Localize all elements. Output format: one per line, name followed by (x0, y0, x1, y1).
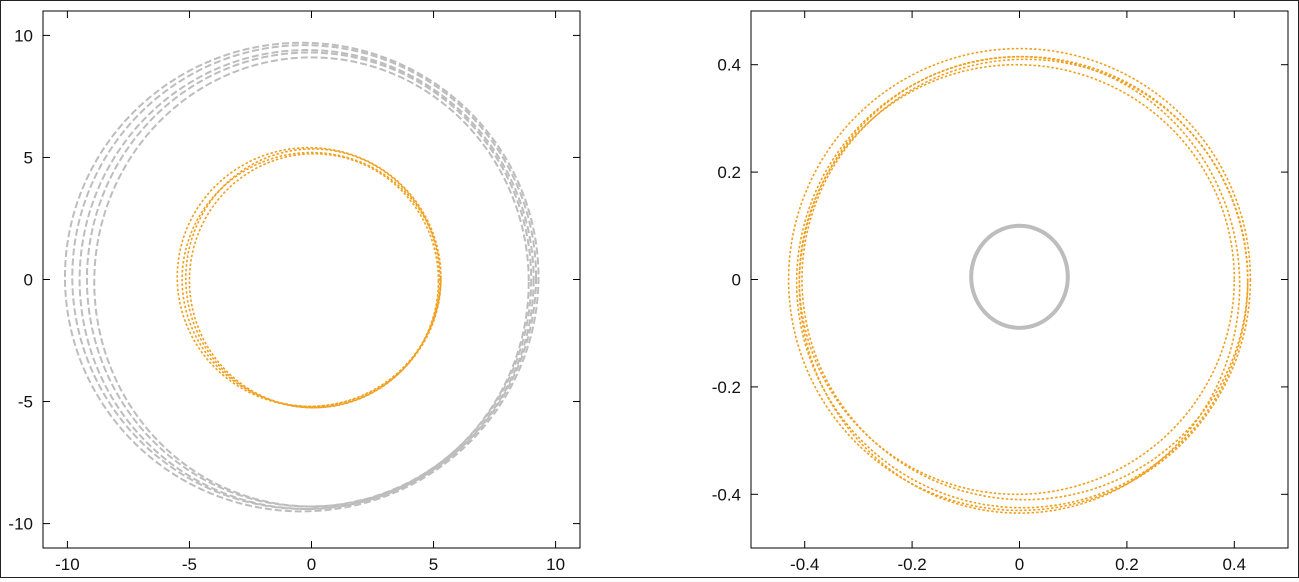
y-tick-label: 5 (24, 148, 33, 167)
plot-frame (750, 10, 1289, 549)
ring-line (795, 55, 1249, 509)
x-tick-label: -5 (182, 555, 197, 574)
x-tick-label: 5 (429, 555, 438, 574)
ring-line (798, 63, 1236, 496)
ring-line (93, 56, 530, 508)
ring-line (969, 223, 1070, 330)
chart-panel-1: -10 -5 0 5 10 -10 -5 0 5 10 (8, 10, 581, 574)
y-tick-label: 0 (24, 271, 33, 290)
y-tick-label: -0.4 (712, 485, 741, 504)
x-tick-label: -10 (55, 555, 80, 574)
ring-line (801, 58, 1249, 501)
series-dotted-2 (176, 146, 442, 409)
ring-line (188, 152, 440, 409)
ring-line (787, 47, 1252, 512)
x-tick-label: -0.4 (790, 555, 819, 574)
x-tick-label: -0.2 (897, 555, 926, 574)
y-tick-label: 0 (732, 271, 741, 290)
y-tick-label: 0.4 (717, 56, 741, 75)
y-tick-label: -10 (8, 515, 33, 534)
x-tick-label: 0 (1015, 555, 1024, 574)
ring-line (184, 148, 441, 409)
chart-panel-2: -0.4 -0.2 0 0.2 0.4 -0.4 -0.2 0 0.2 0.4 (712, 10, 1289, 574)
x-tick-label: 0.4 (1222, 555, 1246, 574)
y-tick-label: 10 (14, 26, 33, 45)
series-solid-2 (969, 223, 1070, 330)
plot-frame (42, 10, 581, 549)
ring-line (63, 41, 540, 513)
ring-line (78, 49, 535, 510)
series-dashed-1 (63, 41, 540, 513)
x-tick-label: 0.2 (1115, 555, 1139, 574)
x-tick-label: 0 (307, 555, 316, 574)
x-tick-label: 10 (546, 555, 565, 574)
y-tick-label: 0.2 (717, 163, 741, 182)
ring-line (85, 51, 533, 508)
series-dotted-1 (787, 47, 1252, 514)
y-tick-label: -0.2 (712, 378, 741, 397)
y-tick-label: -5 (18, 393, 33, 412)
ring-line (798, 55, 1241, 514)
ring-line (181, 151, 442, 408)
